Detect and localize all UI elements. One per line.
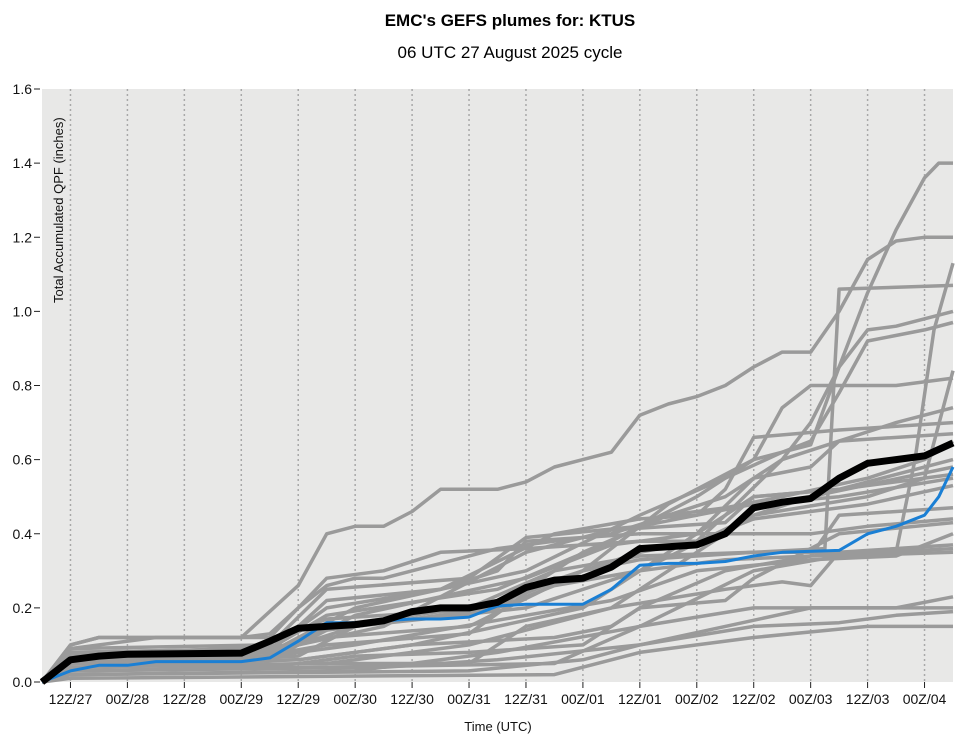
- y-tick-label: 1.2: [13, 229, 33, 245]
- axes: 12Z/27 00Z/28 12Z/28 00Z/29 12Z/29 00Z/30 12Z/…: [13, 81, 947, 707]
- x-tick-label: 12Z/29: [276, 691, 320, 707]
- gridlines: [69, 89, 926, 682]
- y-tick-label: 0.2: [13, 600, 33, 616]
- y-tick-label: 0.4: [13, 526, 33, 542]
- x-tick-label: 00Z/03: [789, 691, 833, 707]
- x-tick-label: 00Z/04: [903, 691, 947, 707]
- control-line: [41, 466, 955, 684]
- x-tick-label: 12Z/28: [163, 691, 207, 707]
- x-tick-label: 12Z/27: [49, 691, 93, 707]
- member-line: [41, 624, 953, 684]
- x-tick-label: 00Z/29: [219, 691, 263, 707]
- member-line: [40, 235, 953, 684]
- member-line: [41, 543, 954, 684]
- control-line-group: [41, 466, 955, 684]
- member-line: [41, 609, 954, 684]
- y-tick-label: 1.6: [13, 81, 33, 97]
- x-tick-label: 00Z/28: [106, 691, 150, 707]
- x-axis-label: Time (UTC): [464, 719, 531, 734]
- x-tick-label: 00Z/30: [333, 691, 377, 707]
- y-axis-label: Total Accumulated QPF (inches): [51, 117, 66, 303]
- chart-subtitle: 06 UTC 27 August 2025 cycle: [398, 43, 623, 62]
- x-tick-label: 12Z/30: [390, 691, 434, 707]
- y-tick-label: 0.8: [13, 378, 33, 394]
- member-line: [40, 472, 954, 684]
- y-tick-label: 0.0: [13, 674, 33, 690]
- y-tick-label: 1.0: [13, 303, 33, 319]
- member-lines: [40, 161, 955, 684]
- x-tick-label: 00Z/02: [675, 691, 719, 707]
- x-tick-label: 00Z/01: [561, 691, 605, 707]
- mean-line: [39, 439, 955, 685]
- x-tick-label: 12Z/01: [618, 691, 662, 707]
- y-tick-label: 0.6: [13, 452, 33, 468]
- x-tick-label: 12Z/03: [846, 691, 890, 707]
- x-tick-label: 12Z/31: [504, 691, 548, 707]
- y-tick-label: 1.4: [13, 155, 33, 171]
- x-tick-label: 00Z/31: [447, 691, 491, 707]
- mean-line-group: [39, 439, 955, 685]
- chart-title: EMC's GEFS plumes for: KTUS: [385, 11, 636, 30]
- x-tick-label: 12Z/02: [732, 691, 776, 707]
